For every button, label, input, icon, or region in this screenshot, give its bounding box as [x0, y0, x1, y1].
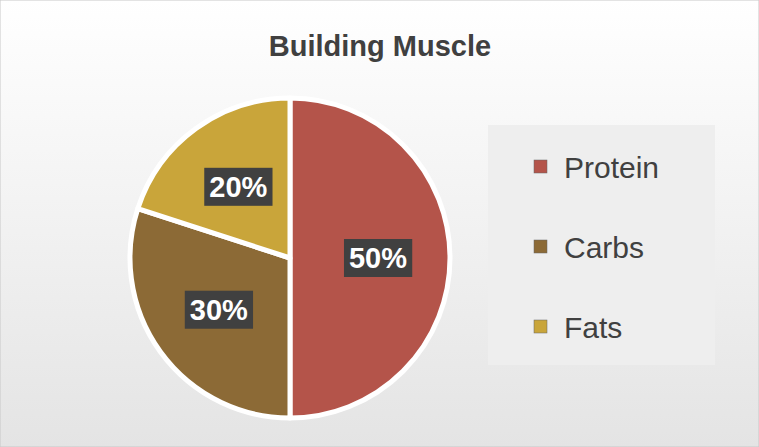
legend-label: Protein — [564, 151, 659, 184]
slice — [138, 98, 290, 258]
legend-swatch — [534, 160, 547, 173]
data-label: 50% — [349, 242, 407, 274]
chart: Building Muscle 50% 30% 20% Protein Carbs Fats — [0, 0, 759, 447]
data-label-box — [204, 168, 272, 206]
legend-swatch — [534, 320, 547, 333]
legend-box — [488, 125, 715, 365]
data-label: 30% — [190, 294, 248, 326]
pie — [130, 98, 450, 418]
legend: Protein Carbs Fats — [488, 125, 715, 365]
legend-label: Fats — [564, 311, 622, 344]
legend-swatch — [534, 240, 547, 253]
legend-label: Carbs — [564, 231, 644, 264]
background — [0, 0, 759, 447]
data-label: 20% — [209, 171, 267, 203]
data-label-box — [344, 239, 412, 277]
slice — [290, 98, 450, 418]
data-label-box — [185, 291, 253, 329]
title: Building Muscle — [269, 30, 491, 62]
data-labels: 50% 30% 20% — [185, 168, 412, 329]
